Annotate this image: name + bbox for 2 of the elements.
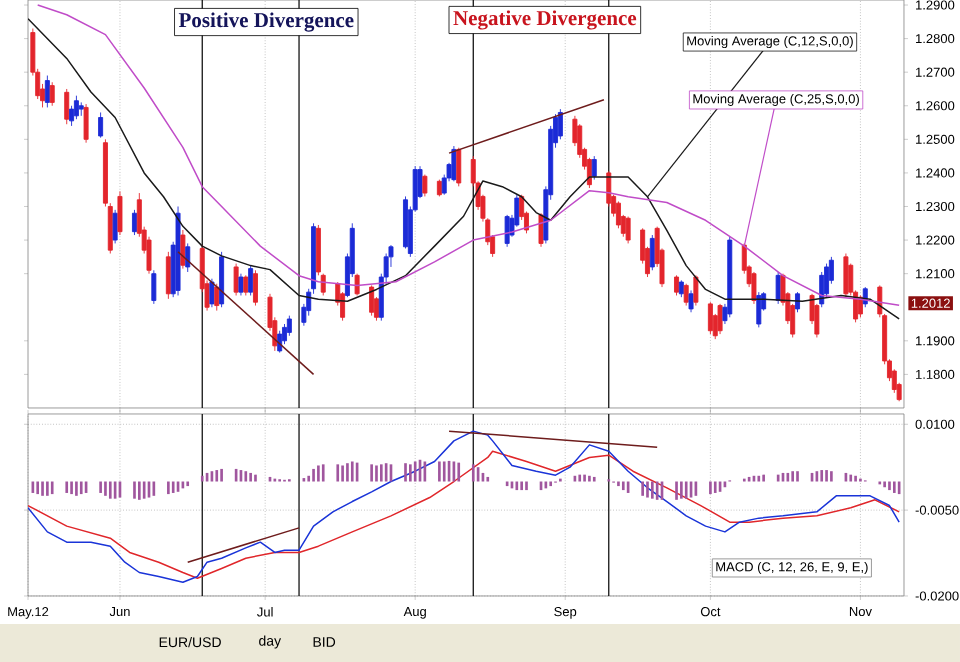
annotation: Negative Divergence [453, 10, 637, 30]
annotation: Positive Divergence [178, 12, 354, 32]
